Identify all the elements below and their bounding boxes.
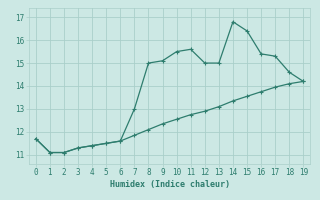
X-axis label: Humidex (Indice chaleur): Humidex (Indice chaleur) (109, 180, 229, 189)
